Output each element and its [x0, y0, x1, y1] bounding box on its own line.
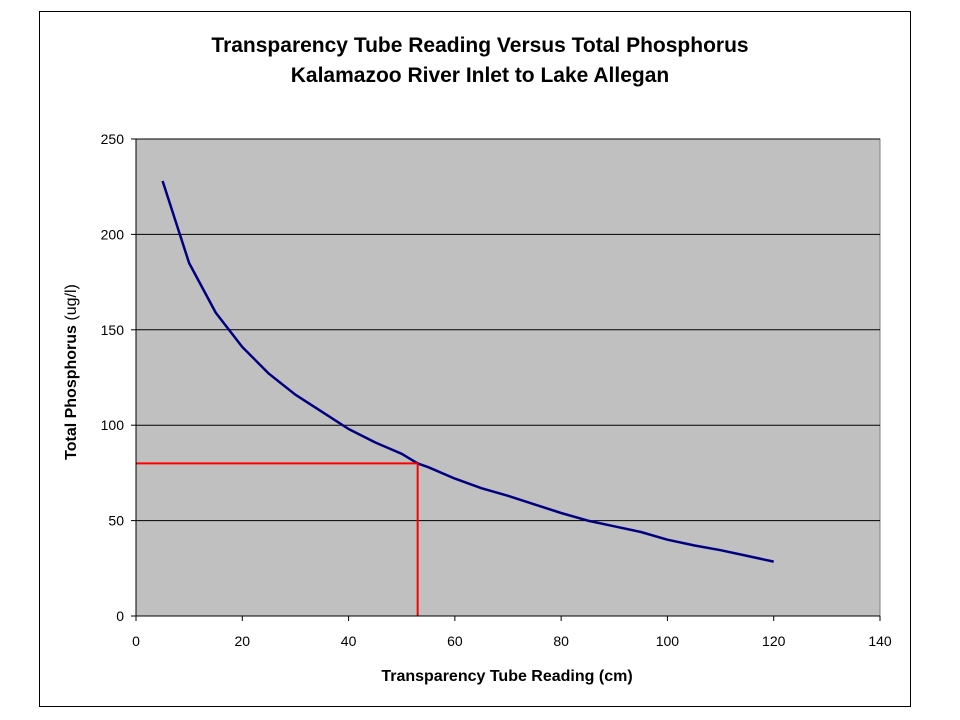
x-tick-label: 0: [132, 633, 140, 649]
x-axis-label: Transparency Tube Reading (cm): [381, 668, 632, 685]
y-axis-label: Total Phosphorus (ug/l): [63, 284, 80, 460]
y-tick-label: 100: [101, 417, 125, 433]
y-tick-label: 50: [108, 513, 124, 529]
x-tick-label: 140: [868, 633, 892, 649]
x-tick-label: 120: [762, 633, 786, 649]
chart-title: Transparency Tube Reading Versus Total P…: [211, 34, 749, 57]
x-tick-label: 100: [656, 633, 680, 649]
x-tick-label: 20: [234, 633, 250, 649]
y-tick-label: 200: [101, 226, 125, 242]
y-tick-label: 150: [101, 322, 125, 338]
series-line: [161, 180, 774, 563]
y-tick-label: 0: [116, 608, 124, 624]
y-axis-label-unit: (ug/l): [63, 284, 80, 320]
plot-area: [135, 138, 881, 617]
chart-subtitle: Kalamazoo River Inlet to Lake Allegan: [290, 64, 670, 87]
x-tick-label: 80: [553, 633, 569, 649]
x-tick-label: 40: [341, 633, 357, 649]
y-axis-label-main: Total Phosphorus: [63, 321, 80, 460]
x-tick-label: 60: [447, 633, 463, 649]
y-tick-label: 250: [101, 131, 125, 147]
